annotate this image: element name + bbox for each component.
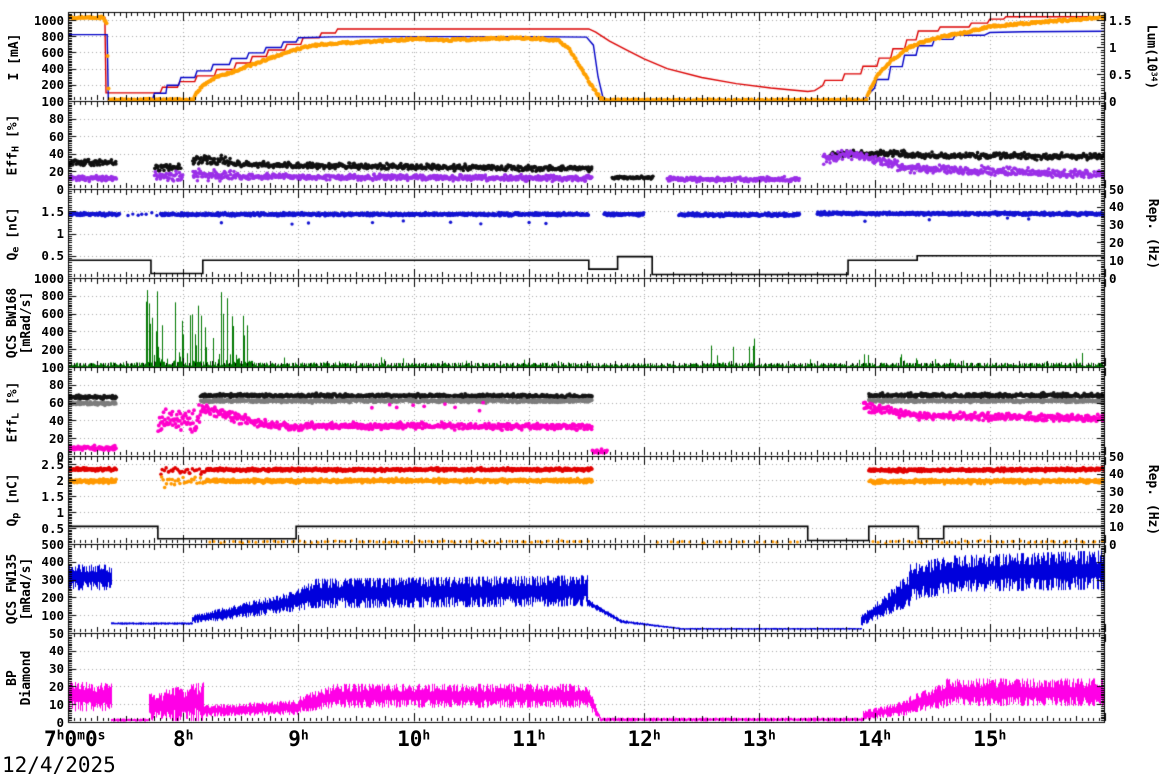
date-label: 12/4/2025 [2, 753, 116, 777]
